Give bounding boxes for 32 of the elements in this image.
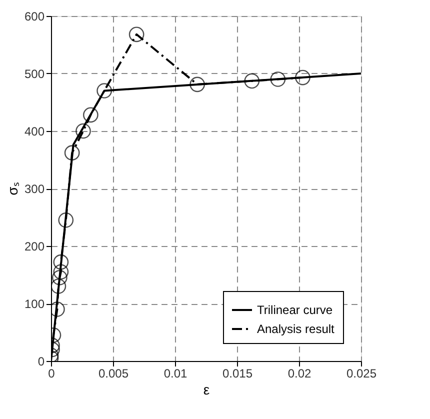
point — [76, 123, 91, 139]
point — [96, 83, 112, 98]
point — [51, 278, 66, 294]
point — [52, 270, 68, 286]
legend-label: Trilinear curve — [257, 303, 333, 317]
y-tick-label: 500 — [24, 67, 45, 81]
x-tick-label: 0.01 — [164, 366, 188, 380]
point — [128, 26, 144, 42]
x-axis-title: ε — [203, 382, 210, 398]
x-tick-label: 0.02 — [288, 366, 312, 380]
point — [53, 254, 69, 270]
point — [64, 145, 80, 161]
x-tick-label: 0.005 — [98, 366, 129, 380]
y-tick-label: 300 — [24, 182, 45, 196]
point — [51, 302, 65, 317]
y-axis-title: σₛ — [4, 182, 20, 196]
point — [295, 70, 310, 86]
point — [244, 73, 260, 89]
y-tick-label: 400 — [24, 124, 45, 138]
point — [53, 264, 69, 280]
y-tick-label: 200 — [24, 240, 45, 254]
point — [83, 107, 98, 123]
legend-label: Analysis result — [257, 322, 336, 336]
point — [190, 76, 205, 92]
point — [58, 212, 74, 228]
x-tick-label: 0.025 — [346, 366, 377, 380]
x-tick-label: 0.015 — [222, 366, 253, 380]
y-tick-label: 600 — [24, 10, 45, 24]
point — [270, 72, 286, 87]
y-tick-label: 100 — [24, 297, 45, 311]
y-tick-label: 0 — [38, 354, 45, 368]
x-tick-label: 0 — [48, 366, 56, 380]
